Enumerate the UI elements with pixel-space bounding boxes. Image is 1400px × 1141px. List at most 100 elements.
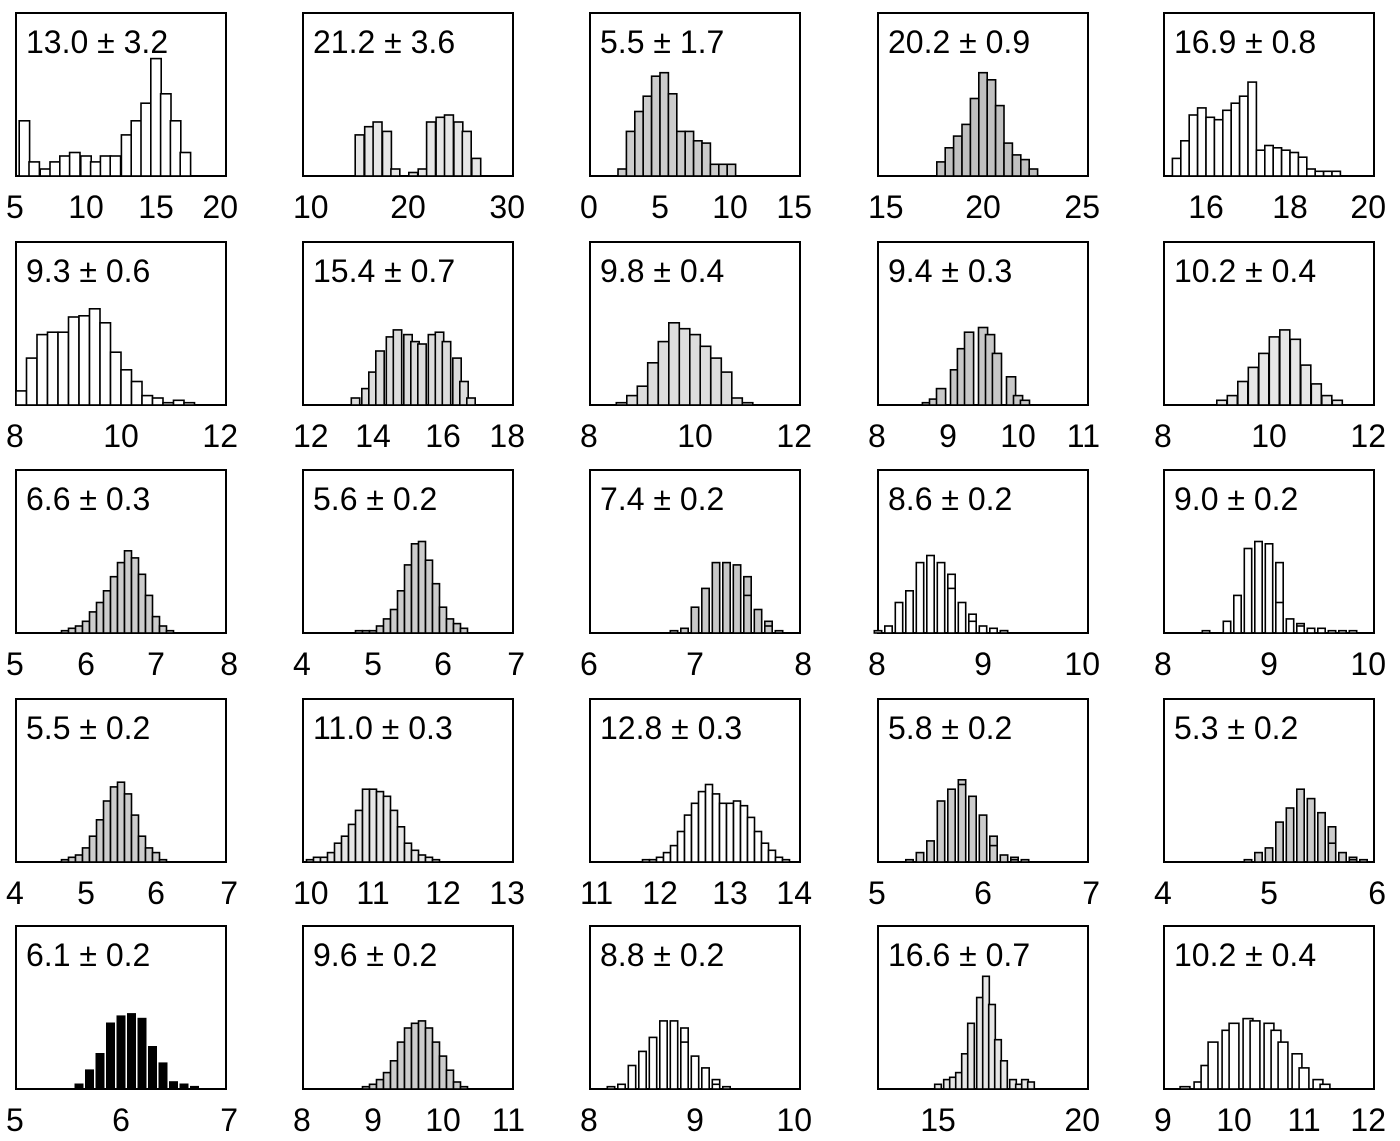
histogram-bar xyxy=(753,608,763,634)
histogram-bar xyxy=(151,615,161,634)
x-tick-label: 8 xyxy=(6,418,24,454)
histogram-panel: 5.5 ± 1.7 0 5 10 15 xyxy=(580,12,812,225)
histogram-panel: 8.6 ± 0.2 8 9 10 xyxy=(868,469,1100,682)
panel-title: 9.4 ± 0.3 xyxy=(888,253,1012,289)
histogram-bar xyxy=(683,814,693,863)
histogram-bar xyxy=(1005,376,1017,406)
histogram-bar xyxy=(986,79,997,177)
histogram-bar xyxy=(669,844,679,863)
histogram-bar xyxy=(711,1083,721,1090)
histogram-bar xyxy=(354,134,365,177)
histogram-bar xyxy=(781,858,791,863)
histogram-bar xyxy=(1272,147,1283,177)
histogram-bar xyxy=(969,97,980,177)
histogram-bar xyxy=(743,594,753,634)
histogram-bar xyxy=(382,795,392,863)
histogram-bar xyxy=(678,327,691,406)
histogram-bar xyxy=(109,575,119,634)
panel-title: 10.2 ± 0.4 xyxy=(1174,937,1316,973)
histogram-bar xyxy=(915,851,925,863)
x-tick-label: 7 xyxy=(147,646,165,682)
histogram-bar xyxy=(350,397,361,406)
histogram-bar xyxy=(991,352,1003,406)
histogram-bar xyxy=(1275,601,1285,634)
histogram-bar xyxy=(1296,625,1306,634)
histogram-bar xyxy=(957,601,967,634)
histogram-bar xyxy=(957,783,967,863)
histogram-bar xyxy=(25,357,38,406)
histogram-bar xyxy=(1268,336,1281,406)
histogram-svg: 20.2 ± 0.9 15 20 25 xyxy=(868,12,1100,225)
histogram-bar xyxy=(936,800,946,863)
histogram-bar xyxy=(95,1053,105,1090)
histogram-bar xyxy=(1243,547,1253,634)
x-tick-label: 11 xyxy=(580,875,613,911)
x-tick-label: 10 xyxy=(425,1102,461,1138)
histogram-bar xyxy=(120,134,133,177)
histogram-bar xyxy=(99,155,112,177)
histogram-bar xyxy=(67,856,77,863)
panel-title: 16.9 ± 0.8 xyxy=(1174,24,1316,60)
histogram-bar xyxy=(1327,629,1337,634)
histogram-bar xyxy=(137,573,147,634)
histogram-panel: 20.2 ± 0.9 15 20 25 xyxy=(868,12,1100,225)
histogram-svg: 6.1 ± 0.2 5 6 7 xyxy=(6,925,238,1138)
histogram-bar xyxy=(925,554,935,634)
histogram-bar xyxy=(667,93,678,177)
histogram-bar xyxy=(933,1083,943,1090)
histogram-bar xyxy=(389,608,399,634)
histogram-bar xyxy=(669,1020,679,1090)
x-tick-label: 10 xyxy=(103,418,139,454)
x-tick-label: 8 xyxy=(580,418,598,454)
histogram-bar xyxy=(739,804,749,863)
panel-title: 7.4 ± 0.2 xyxy=(600,481,724,517)
x-tick-label: 12 xyxy=(293,418,329,454)
x-tick-label: 4 xyxy=(1154,875,1172,911)
histogram-bar xyxy=(978,625,988,634)
x-tick-label: 11 xyxy=(1287,1102,1320,1138)
x-tick-label: 5 xyxy=(1260,875,1278,911)
histogram-bar xyxy=(1028,168,1039,177)
histogram-svg: 16.6 ± 0.7 15 20 xyxy=(877,925,1100,1138)
x-tick-label: 13 xyxy=(489,875,525,911)
histogram-svg: 12.8 ± 0.3 11 12 13 14 xyxy=(580,698,812,911)
histogram-bar xyxy=(659,1020,669,1090)
histogram-bar xyxy=(753,830,763,863)
histogram-bar xyxy=(947,788,957,863)
x-tick-label: 10 xyxy=(1000,418,1036,454)
histogram-bar xyxy=(435,116,446,177)
histogram-svg: 8.8 ± 0.2 8 9 10 xyxy=(580,925,812,1138)
histogram-bar xyxy=(692,140,703,177)
histogram-bar xyxy=(1258,352,1270,406)
histogram-bar xyxy=(1026,1081,1036,1090)
x-tick-label: 20 xyxy=(965,189,1001,225)
histogram-bar xyxy=(60,858,70,863)
histogram-bar xyxy=(116,561,126,634)
x-tick-label: 18 xyxy=(489,418,525,454)
x-tick-label: 4 xyxy=(6,875,24,911)
histogram-panel: 9.0 ± 0.2 8 9 10 xyxy=(1154,469,1386,682)
histogram-panel: 9.6 ± 0.2 8 9 10 11 xyxy=(293,925,525,1138)
histogram-bar xyxy=(994,104,1005,177)
histogram-bar xyxy=(710,357,723,406)
x-tick-label: 9 xyxy=(1154,1102,1172,1138)
panel-title: 6.6 ± 0.3 xyxy=(26,481,150,517)
histogram-bar xyxy=(179,151,192,177)
histogram-bar xyxy=(459,1085,469,1090)
histogram-bar xyxy=(1254,540,1264,634)
histogram-bar xyxy=(935,387,947,406)
histogram-svg: 6.6 ± 0.3 5 6 7 8 xyxy=(6,469,238,682)
histogram-bar xyxy=(1285,618,1295,634)
histogram-bar xyxy=(1306,168,1317,177)
x-tick-label: 15 xyxy=(138,189,174,225)
x-tick-label: 9 xyxy=(686,1102,704,1138)
x-tick-label: 12 xyxy=(776,418,812,454)
histogram-bar xyxy=(159,93,172,177)
histogram-bar xyxy=(81,620,91,634)
histogram-bar xyxy=(1237,380,1249,406)
histogram-svg: 9.8 ± 0.4 8 10 12 xyxy=(580,241,812,454)
panel-title: 21.2 ± 3.6 xyxy=(313,24,455,60)
histogram-bar xyxy=(978,814,988,863)
histogram-svg: 9.4 ± 0.3 8 9 10 11 xyxy=(868,241,1100,454)
histogram-panel: 5.8 ± 0.2 5 6 7 xyxy=(868,698,1100,911)
